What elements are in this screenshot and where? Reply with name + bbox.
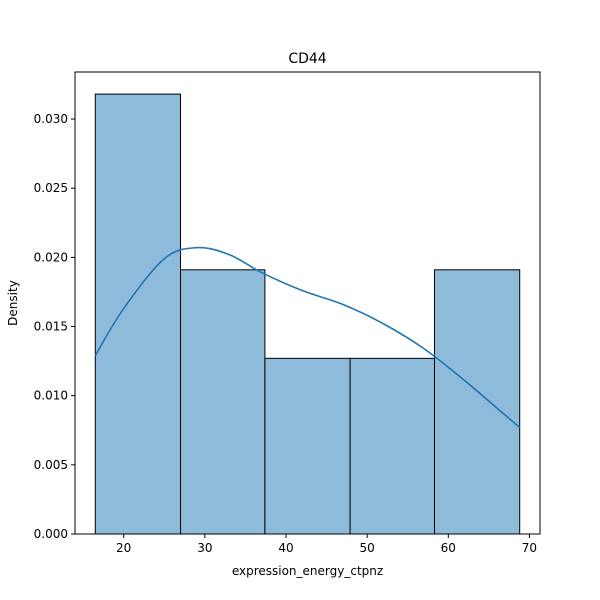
y-tick-label: 0.015: [34, 320, 68, 334]
x-axis-ticks: 20 30 40 50 60 70: [116, 534, 537, 555]
y-tick-label: 0.000: [34, 527, 68, 541]
kde-curve: [94, 246, 521, 429]
histogram-bars: [94, 93, 521, 535]
y-tick-label: 0.005: [34, 458, 68, 472]
x-tick-label: 70: [522, 541, 537, 555]
chart-title: CD44: [288, 51, 326, 67]
y-axis-ticks: 0.000 0.005 0.010 0.015 0.020 0.025 0.030: [34, 112, 75, 541]
histogram-bar-3: [264, 357, 351, 535]
y-tick-label: 0.020: [34, 250, 68, 264]
y-axis-label: Density: [6, 280, 20, 326]
x-tick-label: 50: [360, 541, 375, 555]
y-tick-label: 0.030: [34, 112, 68, 126]
histogram-bar-2: [179, 269, 266, 535]
histogram-bar-4: [349, 357, 436, 535]
histogram-bar-5: [434, 269, 521, 535]
x-tick-label: 60: [441, 541, 456, 555]
x-tick-label: 20: [116, 541, 131, 555]
x-tick-label: 40: [278, 541, 293, 555]
x-tick-label: 30: [197, 541, 212, 555]
x-axis-label: expression_energy_ctpnz: [232, 564, 383, 578]
y-tick-label: 0.010: [34, 389, 68, 403]
histogram-bar-1: [94, 93, 181, 535]
plot-frame: [74, 71, 541, 535]
y-tick-label: 0.025: [34, 181, 68, 195]
